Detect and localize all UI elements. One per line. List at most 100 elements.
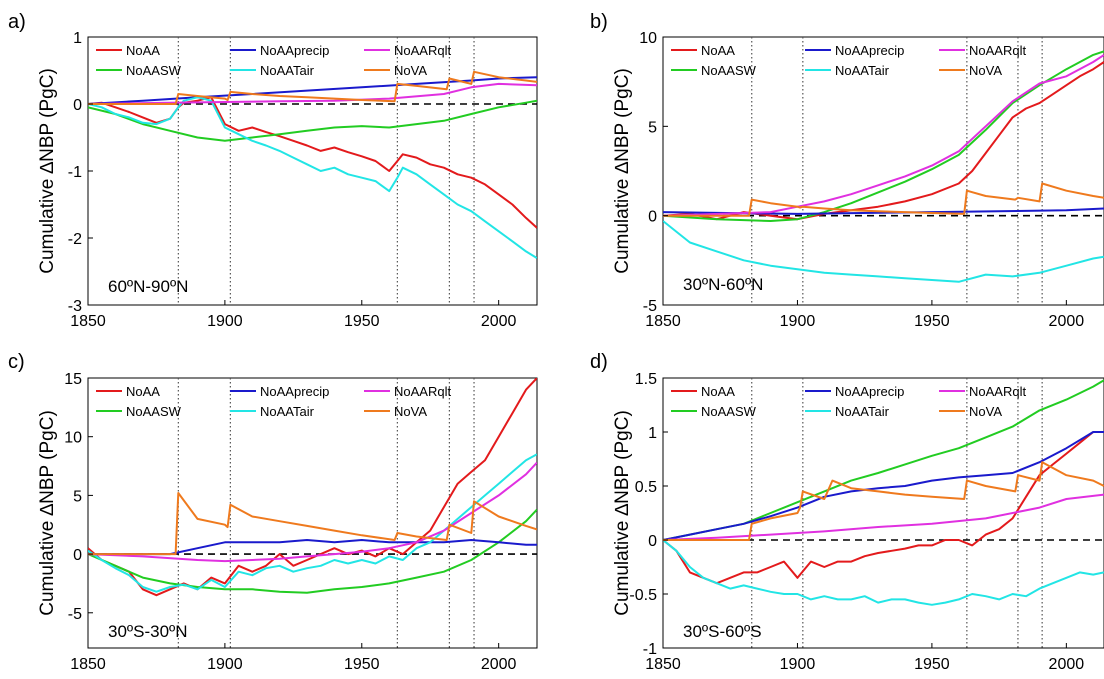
x-tick-label: 1850 — [645, 656, 681, 673]
legend-entry-label: NoAA — [701, 384, 735, 399]
legend-entry-label: NoAAprecip — [835, 384, 904, 399]
legend-entry-label: NoAARqlt — [394, 43, 451, 58]
series-group — [663, 50, 1104, 283]
legend-entry-label: NoAARqlt — [969, 43, 1026, 58]
legend-entry-label: NoAA — [126, 384, 160, 399]
x-tick-label: 1950 — [914, 656, 950, 673]
legend-entry-label: NoAASW — [701, 63, 757, 78]
y-axis-label: Cumulative ∆NBP (PgC) — [612, 68, 633, 274]
series-line-NoAASW — [88, 508, 537, 594]
series-line-NoAATair — [663, 220, 1104, 283]
y-tick-label: 0 — [73, 547, 82, 564]
x-tick-label: 1950 — [344, 656, 380, 673]
legend-entry-label: NoVA — [969, 63, 1002, 78]
series-line-NoAAprecip — [88, 539, 537, 556]
y-tick-label: -5 — [643, 298, 657, 315]
x-tick-label: 1850 — [645, 313, 681, 330]
series-line-NoAA — [663, 61, 1104, 221]
series-line-NoAASW — [663, 50, 1104, 222]
y-tick-label: 5 — [648, 119, 657, 136]
y-tick-label: 1.5 — [635, 371, 657, 388]
x-tick-label: 1900 — [780, 656, 816, 673]
y-tick-label: 5 — [73, 488, 82, 505]
y-tick-label: 0 — [648, 209, 657, 226]
legend-entry-label: NoAATair — [835, 63, 890, 78]
legend-entry-label: NoAAprecip — [260, 384, 329, 399]
region-label: 30ºN-60ºN — [683, 275, 763, 294]
panel-2: -5 0 5 10 1850 1900 1950 2000 b) Cumulative ∆NBP … — [590, 11, 1104, 330]
y-tick-label: 10 — [64, 430, 82, 447]
plot-area-frame — [662, 36, 1104, 306]
series-line-NoAATair — [663, 539, 1104, 606]
x-tick-label: 2000 — [1049, 656, 1085, 673]
legend: NoAA NoAAprecip NoAARqlt NoAASW NoAATair NoVA — [96, 384, 451, 419]
series-line-NoAASW — [88, 99, 537, 142]
series-line-NoAARqlt — [663, 54, 1104, 217]
series-group — [663, 379, 1104, 606]
y-tick-label: 15 — [64, 371, 82, 388]
series-line-NoAATair — [88, 453, 537, 593]
legend: NoAA NoAAprecip NoAARqlt NoAASW NoAATair NoVA — [96, 43, 451, 78]
y-tick-label: 0 — [73, 97, 82, 114]
legend-entry-label: NoVA — [394, 404, 427, 419]
series-group — [88, 70, 537, 259]
series-line-NoAARqlt — [88, 461, 537, 563]
series-line-NoVA — [663, 182, 1104, 217]
panel-1: -3 -2 -1 0 1 1850 1900 1950 2000 a) Cumulative ∆NB… — [8, 11, 538, 330]
legend-entry-label: NoAA — [126, 43, 160, 58]
x-tick-label: 1900 — [207, 313, 243, 330]
x-tick-label: 1900 — [207, 656, 243, 673]
legend-entry-label: NoAATair — [260, 63, 315, 78]
legend-entry-label: NoAAprecip — [835, 43, 904, 58]
region-label: 30ºS-60ºS — [683, 622, 762, 641]
legend-entry-label: NoAAprecip — [260, 43, 329, 58]
series-line-NoAA — [663, 431, 1104, 585]
y-tick-label: -2 — [68, 231, 82, 248]
y-axis-label: Cumulative ∆NBP (PgC) — [612, 410, 633, 616]
region-label: 30ºS-30ºN — [108, 622, 188, 641]
panel-label: c) — [8, 351, 25, 373]
plot-area-frame — [87, 377, 538, 649]
y-tick-label: -5 — [68, 606, 82, 623]
series-line-NoVA — [88, 70, 537, 105]
y-tick-label: 1 — [73, 30, 82, 47]
legend-entry-label: NoVA — [394, 63, 427, 78]
panel-label: b) — [590, 11, 608, 33]
x-tick-label: 2000 — [481, 656, 517, 673]
y-axis-label: Cumulative ∆NBP (PgC) — [37, 410, 58, 616]
y-tick-label: 1 — [648, 425, 657, 442]
x-tick-label: 1950 — [914, 313, 950, 330]
legend-entry-label: NoAARqlt — [394, 384, 451, 399]
legend-entry-label: NoAA — [701, 43, 735, 58]
legend: NoAA NoAAprecip NoAARqlt NoAASW NoAATair NoVA — [671, 43, 1026, 78]
y-tick-label: 0.5 — [635, 479, 657, 496]
legend-entry-label: NoAASW — [126, 404, 182, 419]
series-line-NoAAprecip — [88, 76, 537, 105]
series-line-NoAARqlt — [663, 493, 1104, 541]
plot-area-frame — [662, 377, 1104, 649]
y-tick-label: -3 — [68, 298, 82, 315]
region-label: 60ºN-90ºN — [108, 277, 188, 296]
y-tick-label: -1 — [643, 641, 657, 658]
panel-4: -1 -0.5 0 0.5 1 1.5 1850 1900 1950 2000 d) Cumulati… — [590, 351, 1104, 673]
y-axis-label: Cumulative ∆NBP (PgC) — [37, 68, 58, 274]
series-group — [88, 378, 537, 597]
x-tick-label: 2000 — [481, 313, 517, 330]
x-tick-label: 1850 — [70, 656, 106, 673]
legend-entry-label: NoAATair — [260, 404, 315, 419]
legend: NoAA NoAAprecip NoAARqlt NoAASW NoAATair NoVA — [671, 384, 1026, 419]
legend-entry-label: NoAATair — [835, 404, 890, 419]
x-tick-label: 1900 — [780, 313, 816, 330]
panel-3: -5 0 5 10 15 1850 1900 1950 2000 c) Cumulative ∆NB… — [8, 351, 538, 673]
legend-entry-label: NoVA — [969, 404, 1002, 419]
x-tick-label: 1850 — [70, 313, 106, 330]
series-line-NoAA — [88, 378, 537, 597]
series-line-NoAATair — [88, 96, 537, 259]
y-tick-label: -0.5 — [629, 587, 657, 604]
legend-entry-label: NoAASW — [701, 404, 757, 419]
series-line-NoVA — [663, 461, 1104, 541]
legend-entry-label: NoAARqlt — [969, 384, 1026, 399]
series-line-NoAAprecip — [663, 431, 1104, 541]
